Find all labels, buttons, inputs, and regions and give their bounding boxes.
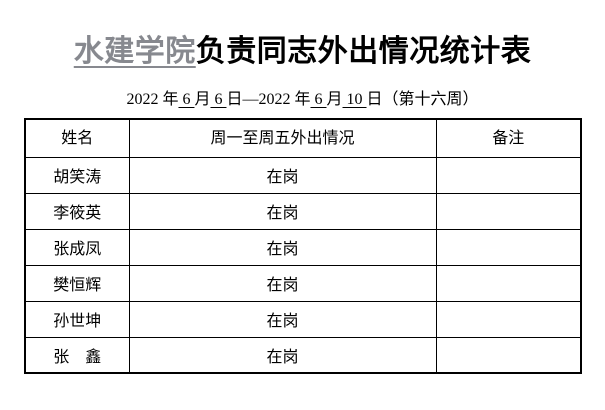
date-segment-underlined: 6 bbox=[210, 91, 227, 108]
note-cell bbox=[435, 300, 582, 338]
header-status: 周一至周五外出情况 bbox=[128, 118, 437, 158]
title-rest-text: 负责同志外出情况统计表 bbox=[195, 35, 532, 68]
status-cell: 在岗 bbox=[128, 156, 437, 194]
name-cell: 李筱英 bbox=[24, 192, 130, 230]
date-segment: 日（第十六周） bbox=[366, 91, 479, 108]
date-segment: 月 bbox=[326, 91, 343, 108]
note-cell bbox=[435, 264, 582, 302]
page-title: 水建学院负责同志外出情况统计表 bbox=[0, 26, 605, 70]
date-segment: 日—2022 年 bbox=[226, 91, 311, 108]
header-note: 备注 bbox=[435, 118, 582, 158]
status-table: 姓名 周一至周五外出情况 备注 胡笑涛 在岗 李筱英 在岗 张成凤 在岗 bbox=[24, 118, 582, 374]
name-cell: 张 鑫 bbox=[24, 336, 130, 374]
date-segment-underlined: 6 bbox=[310, 91, 327, 108]
table-row: 樊恒辉 在岗 bbox=[24, 264, 582, 302]
note-cell bbox=[435, 192, 582, 230]
date-segment: 2022 年 bbox=[126, 91, 179, 108]
name-cell: 樊恒辉 bbox=[24, 264, 130, 302]
table-row: 孙世坤 在岗 bbox=[24, 300, 582, 338]
date-segment-underlined: 6 bbox=[178, 91, 195, 108]
table-header-row: 姓名 周一至周五外出情况 备注 bbox=[24, 118, 582, 158]
table-row: 张 鑫 在岗 bbox=[24, 336, 582, 374]
status-cell: 在岗 bbox=[128, 228, 437, 266]
note-cell bbox=[435, 156, 582, 194]
name-cell: 孙世坤 bbox=[24, 300, 130, 338]
name-cell: 胡笑涛 bbox=[24, 156, 130, 194]
status-cell: 在岗 bbox=[128, 192, 437, 230]
name-cell: 张成凤 bbox=[24, 228, 130, 266]
table-row: 胡笑涛 在岗 bbox=[24, 156, 582, 194]
date-segment-underlined: 10 bbox=[342, 91, 367, 108]
status-cell: 在岗 bbox=[128, 264, 437, 302]
status-cell: 在岗 bbox=[128, 300, 437, 338]
note-cell bbox=[435, 336, 582, 374]
table-row: 李筱英 在岗 bbox=[24, 192, 582, 230]
header-name: 姓名 bbox=[24, 118, 130, 158]
title-college-name: 水建学院 bbox=[73, 35, 196, 68]
status-cell: 在岗 bbox=[128, 336, 437, 374]
date-segment: 月 bbox=[194, 91, 211, 108]
note-cell bbox=[435, 228, 582, 266]
date-range-line: 2022 年 6 月 6 日—2022 年 6 月 10 日（第十六周） bbox=[0, 85, 605, 109]
table-row: 张成凤 在岗 bbox=[24, 228, 582, 266]
